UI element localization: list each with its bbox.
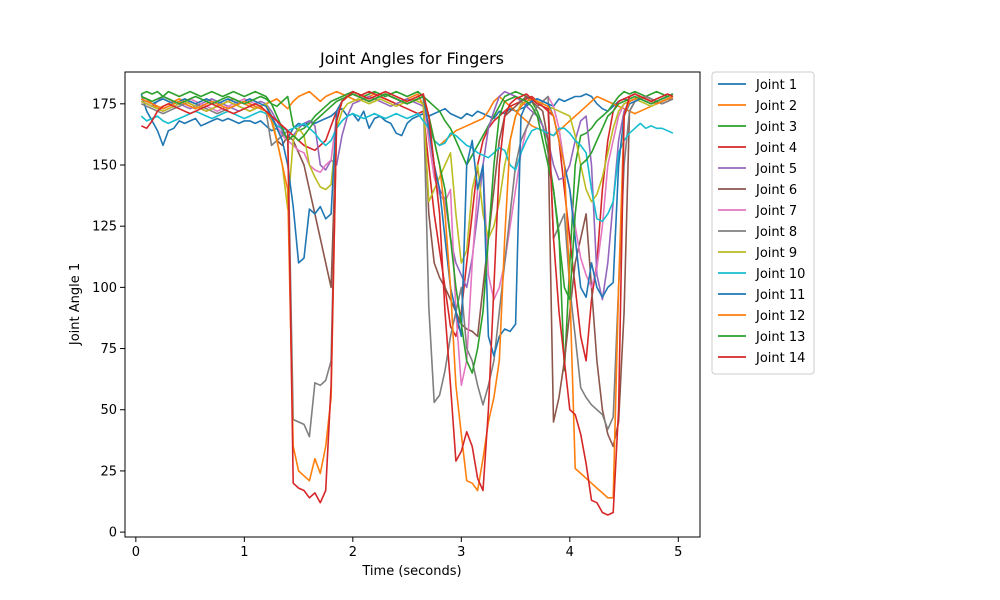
legend: Joint 1 Joint 2 Joint 3 Joint 4 Joint 5 Joint… bbox=[711, 71, 815, 375]
x-tick-label: 3 bbox=[457, 545, 465, 560]
legend-label: Joint 5 bbox=[755, 162, 797, 177]
y-tick-label: 75 bbox=[100, 342, 117, 357]
series-line-joint-13 bbox=[140, 93, 674, 374]
chart-title: Joint Angles for Fingers bbox=[319, 49, 504, 68]
y-tick-label: 150 bbox=[92, 159, 117, 174]
x-tick-label: 2 bbox=[349, 545, 357, 560]
x-tick-label: 5 bbox=[674, 545, 682, 560]
x-tick-label: 4 bbox=[566, 545, 574, 560]
series-line-joint-14 bbox=[140, 90, 674, 516]
legend-label: Joint 3 bbox=[755, 120, 797, 135]
x-axis: 0 1 2 3 4 5 bbox=[132, 537, 682, 560]
legend-label: Joint 11 bbox=[755, 288, 805, 303]
y-tick-label: 25 bbox=[100, 464, 117, 479]
legend-label: Joint 10 bbox=[755, 267, 805, 282]
legend-label: Joint 4 bbox=[755, 141, 797, 156]
y-tick-label: 0 bbox=[109, 526, 117, 541]
y-tick-label: 100 bbox=[92, 281, 117, 296]
legend-label: Joint 13 bbox=[755, 330, 805, 345]
legend-box bbox=[711, 71, 815, 375]
legend-label: Joint 2 bbox=[755, 99, 797, 114]
series-line-joint-1 bbox=[140, 93, 674, 147]
legend-label: Joint 8 bbox=[755, 225, 797, 240]
plot-frame bbox=[124, 71, 701, 538]
x-tick-label: 0 bbox=[132, 545, 140, 560]
x-axis-label: Time (seconds) bbox=[361, 564, 461, 579]
legend-label: Joint 12 bbox=[755, 309, 805, 324]
plot-area bbox=[140, 90, 674, 516]
y-axis-label: Joint Angle 1 bbox=[68, 263, 83, 346]
legend-label: Joint 7 bbox=[755, 204, 797, 219]
y-axis: 0 25 50 75 100 125 150 175 bbox=[92, 97, 125, 541]
x-tick-label: 1 bbox=[240, 545, 248, 560]
legend-label: Joint 14 bbox=[755, 351, 805, 366]
y-tick-label: 125 bbox=[92, 220, 117, 235]
legend-label: Joint 9 bbox=[755, 246, 797, 261]
y-tick-label: 50 bbox=[100, 403, 117, 418]
legend-label: Joint 1 bbox=[755, 78, 797, 93]
y-tick-label: 175 bbox=[92, 97, 117, 112]
series-line-joint-3 bbox=[140, 90, 674, 372]
legend-label: Joint 6 bbox=[755, 183, 797, 198]
